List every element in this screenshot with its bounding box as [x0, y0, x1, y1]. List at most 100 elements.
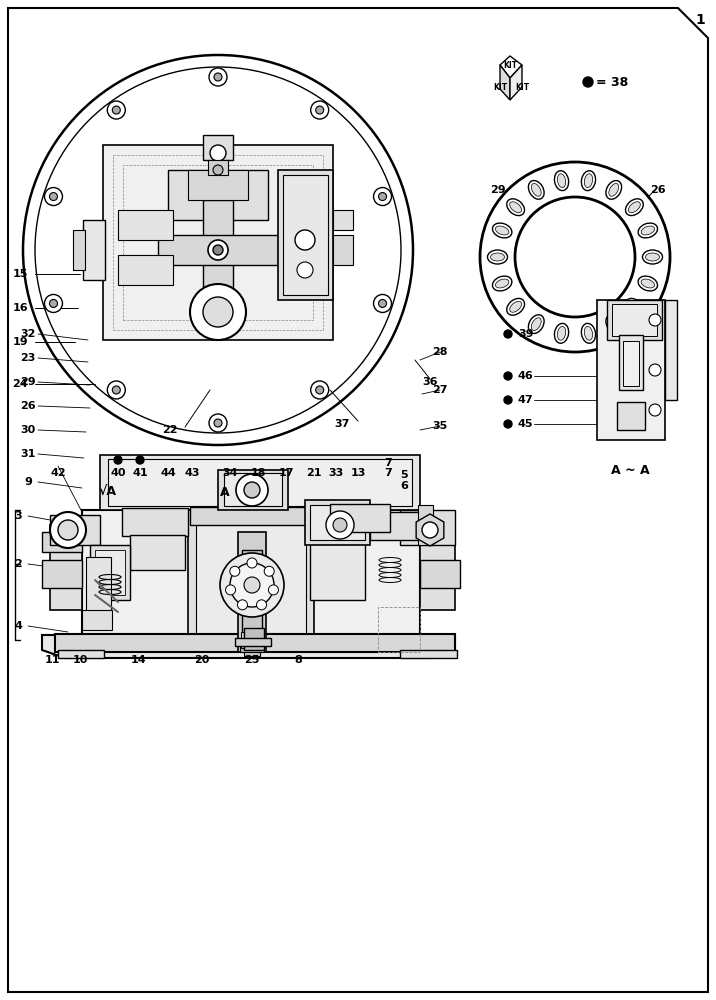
Ellipse shape	[531, 183, 541, 196]
Text: 26: 26	[650, 185, 666, 195]
Ellipse shape	[626, 298, 643, 315]
Circle shape	[244, 482, 260, 498]
Circle shape	[583, 77, 593, 87]
Circle shape	[649, 314, 661, 326]
Text: 37: 37	[334, 419, 349, 429]
Polygon shape	[500, 65, 510, 100]
Circle shape	[504, 372, 512, 380]
Ellipse shape	[584, 326, 593, 340]
Bar	[310, 520, 365, 600]
Bar	[55, 634, 455, 652]
Bar	[130, 535, 185, 570]
Bar	[83, 220, 105, 280]
Circle shape	[220, 553, 284, 617]
Circle shape	[190, 284, 246, 340]
Ellipse shape	[606, 181, 621, 199]
Text: 40: 40	[110, 468, 126, 478]
Ellipse shape	[554, 171, 569, 191]
Text: 23: 23	[20, 353, 36, 363]
Circle shape	[515, 197, 635, 317]
Ellipse shape	[558, 174, 566, 188]
Text: 4: 4	[14, 621, 22, 631]
Ellipse shape	[629, 301, 640, 312]
Circle shape	[107, 381, 125, 399]
Bar	[86, 557, 111, 612]
Bar	[42, 532, 82, 552]
Circle shape	[480, 162, 670, 352]
Text: 28: 28	[432, 347, 448, 357]
Circle shape	[209, 414, 227, 432]
Ellipse shape	[581, 171, 596, 191]
Ellipse shape	[507, 298, 525, 315]
Ellipse shape	[528, 315, 544, 333]
Ellipse shape	[554, 323, 569, 343]
Text: A: A	[221, 486, 230, 498]
Circle shape	[208, 240, 228, 260]
Circle shape	[49, 299, 57, 307]
Circle shape	[230, 563, 274, 607]
Bar	[400, 650, 457, 658]
Circle shape	[112, 386, 120, 394]
Circle shape	[112, 106, 120, 114]
Ellipse shape	[493, 276, 512, 291]
Bar	[283, 175, 328, 295]
Text: 13: 13	[350, 468, 366, 478]
Circle shape	[295, 230, 315, 250]
Ellipse shape	[641, 279, 654, 288]
Ellipse shape	[629, 202, 640, 213]
Circle shape	[213, 165, 223, 175]
Circle shape	[44, 188, 62, 206]
Circle shape	[136, 456, 144, 464]
Circle shape	[238, 600, 248, 610]
Text: 6: 6	[400, 481, 408, 491]
Text: 47: 47	[518, 395, 533, 405]
Text: 3: 3	[14, 511, 21, 521]
Text: 27: 27	[432, 385, 448, 395]
Text: 16: 16	[12, 303, 28, 313]
Text: = 38: = 38	[596, 76, 628, 89]
Circle shape	[326, 511, 354, 539]
Bar	[249, 632, 255, 648]
Text: 20: 20	[194, 655, 210, 665]
Circle shape	[649, 364, 661, 376]
Text: 10: 10	[72, 655, 87, 665]
Circle shape	[256, 600, 266, 610]
Bar	[82, 610, 112, 630]
Circle shape	[209, 68, 227, 86]
Ellipse shape	[638, 276, 657, 291]
Text: 33: 33	[329, 468, 344, 478]
Text: 18: 18	[251, 468, 266, 478]
Circle shape	[226, 585, 236, 595]
Text: 9: 9	[24, 477, 32, 487]
Circle shape	[203, 297, 233, 327]
Circle shape	[374, 188, 392, 206]
Text: 26: 26	[20, 401, 36, 411]
Text: 45: 45	[518, 419, 533, 429]
Bar	[238, 532, 266, 652]
Bar	[58, 650, 104, 658]
Text: 19: 19	[12, 337, 28, 347]
Bar	[100, 455, 420, 510]
Circle shape	[50, 512, 86, 548]
Circle shape	[58, 520, 78, 540]
Bar	[612, 304, 657, 336]
Text: 15: 15	[12, 269, 28, 279]
Bar	[278, 170, 333, 300]
Polygon shape	[420, 525, 455, 610]
Bar	[420, 560, 460, 588]
Text: 14: 14	[130, 655, 146, 665]
Ellipse shape	[493, 223, 512, 238]
Circle shape	[214, 73, 222, 81]
Polygon shape	[50, 525, 82, 610]
Text: 29: 29	[490, 185, 505, 195]
Text: 1: 1	[695, 13, 705, 27]
Bar	[108, 459, 412, 506]
Bar	[665, 300, 677, 400]
Bar	[240, 644, 264, 652]
Circle shape	[504, 330, 512, 338]
Circle shape	[422, 522, 438, 538]
Circle shape	[244, 577, 260, 593]
Bar	[73, 230, 85, 270]
Text: 21: 21	[306, 468, 321, 478]
Circle shape	[264, 566, 274, 576]
